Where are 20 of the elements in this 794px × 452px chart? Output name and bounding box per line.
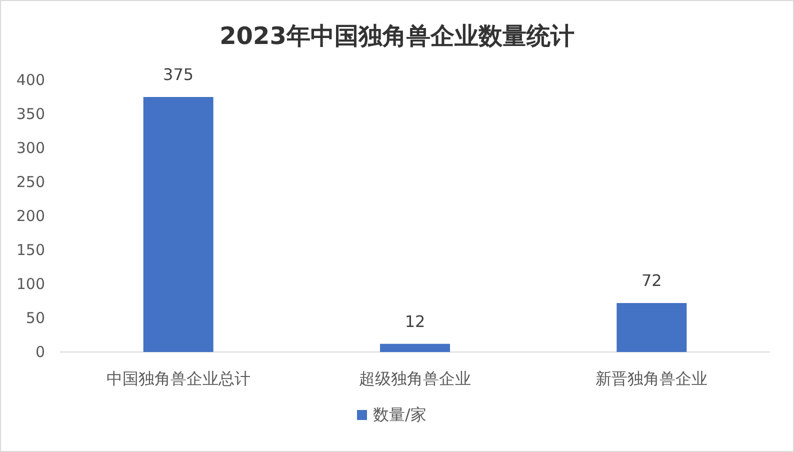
data-label: 72 — [641, 271, 662, 290]
y-tick-label: 150 — [16, 241, 45, 259]
y-tick-label: 100 — [16, 275, 45, 293]
chart-title: 2023年中国独角兽企业数量统计 — [220, 22, 574, 50]
bar — [616, 303, 687, 352]
y-tick-label: 350 — [16, 105, 45, 123]
y-tick-label: 50 — [26, 309, 45, 327]
y-tick-label: 200 — [16, 207, 45, 225]
x-tick-label: 中国独角兽企业总计 — [106, 369, 250, 388]
data-label: 12 — [404, 312, 426, 331]
data-label: 375 — [163, 65, 194, 84]
legend-label: 数量/家 — [373, 405, 426, 424]
bar — [380, 344, 450, 352]
x-tick-label: 新晋独角兽企业 — [596, 369, 708, 388]
y-tick-label: 0 — [35, 343, 45, 361]
y-tick-label: 250 — [16, 173, 45, 191]
bar — [143, 97, 214, 352]
y-tick-label: 400 — [16, 71, 45, 89]
x-tick-label: 超级独角兽企业 — [359, 369, 471, 388]
y-tick-label: 300 — [16, 139, 45, 157]
